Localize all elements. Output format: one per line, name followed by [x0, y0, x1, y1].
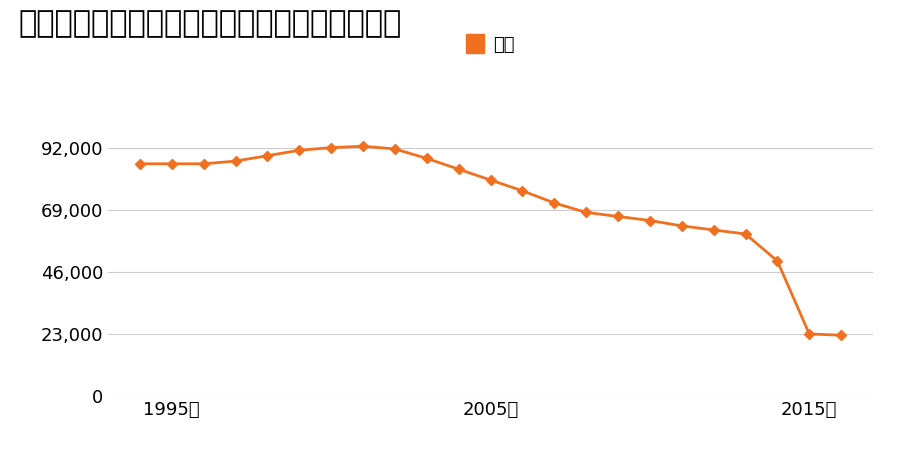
Legend: 価格: 価格	[459, 27, 522, 61]
Text: 鳥取県鳥取市西品治字柳原７０３番の地価推移: 鳥取県鳥取市西品治字柳原７０３番の地価推移	[18, 9, 401, 38]
